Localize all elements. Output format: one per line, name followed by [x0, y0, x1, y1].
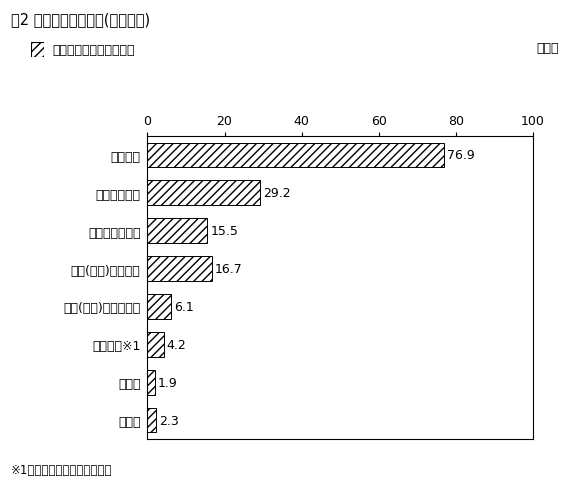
Bar: [147, 181, 260, 205]
Bar: [147, 408, 156, 432]
Text: （％）: （％）: [536, 41, 558, 55]
Bar: [147, 219, 207, 244]
Text: 76.9: 76.9: [447, 149, 475, 162]
Text: 29.2: 29.2: [263, 187, 291, 200]
Bar: [147, 370, 155, 395]
Bar: [147, 143, 444, 168]
Text: 三大都市圏　令和５年度: 三大都市圏 令和５年度: [52, 44, 135, 57]
Bar: [147, 257, 212, 281]
Text: ※1　社宅、公的住宅等を含む: ※1 社宅、公的住宅等を含む: [11, 463, 113, 476]
Text: 1.9: 1.9: [158, 376, 177, 389]
Text: 4.2: 4.2: [167, 338, 187, 351]
Text: 問2 比較検討した住宅(複数回答): 問2 比較検討した住宅(複数回答): [11, 12, 150, 27]
Bar: [147, 295, 171, 319]
Text: 2.3: 2.3: [159, 414, 179, 427]
Text: 16.7: 16.7: [215, 263, 243, 276]
Text: 15.5: 15.5: [210, 224, 238, 238]
Text: 6.1: 6.1: [174, 300, 194, 313]
Bar: [147, 332, 164, 357]
